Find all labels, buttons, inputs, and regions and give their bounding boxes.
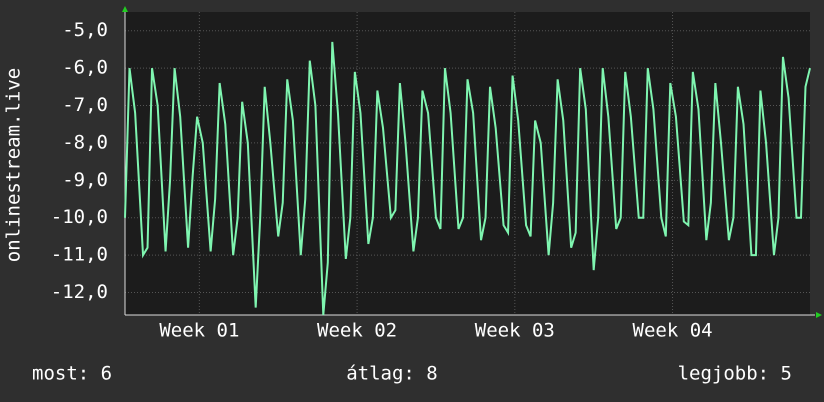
y-tick-label: -10,0	[51, 206, 108, 228]
footer-average: átlag: 8	[346, 363, 438, 385]
y-tick-label: -7,0	[62, 94, 108, 116]
y-tick-label: -12,0	[51, 281, 108, 303]
x-tick-label: Week 01	[159, 320, 239, 342]
axis-arrow	[816, 312, 822, 318]
axis-arrow	[122, 6, 128, 12]
x-tick-label: Week 02	[317, 320, 397, 342]
y-tick-label: -9,0	[62, 169, 108, 191]
footer-best: legjobb: 5	[678, 363, 792, 385]
y-tick-label: -8,0	[62, 131, 108, 153]
y-axis-label: onlinestream.live	[3, 68, 25, 262]
y-tick-label: -5,0	[62, 19, 108, 41]
footer-current: most: 6	[32, 363, 112, 385]
x-tick-label: Week 03	[475, 320, 555, 342]
data-line	[124, 41, 811, 316]
y-tick-label: -6,0	[62, 57, 108, 79]
y-tick-label: -11,0	[51, 244, 108, 266]
x-tick-label: Week 04	[633, 320, 713, 342]
